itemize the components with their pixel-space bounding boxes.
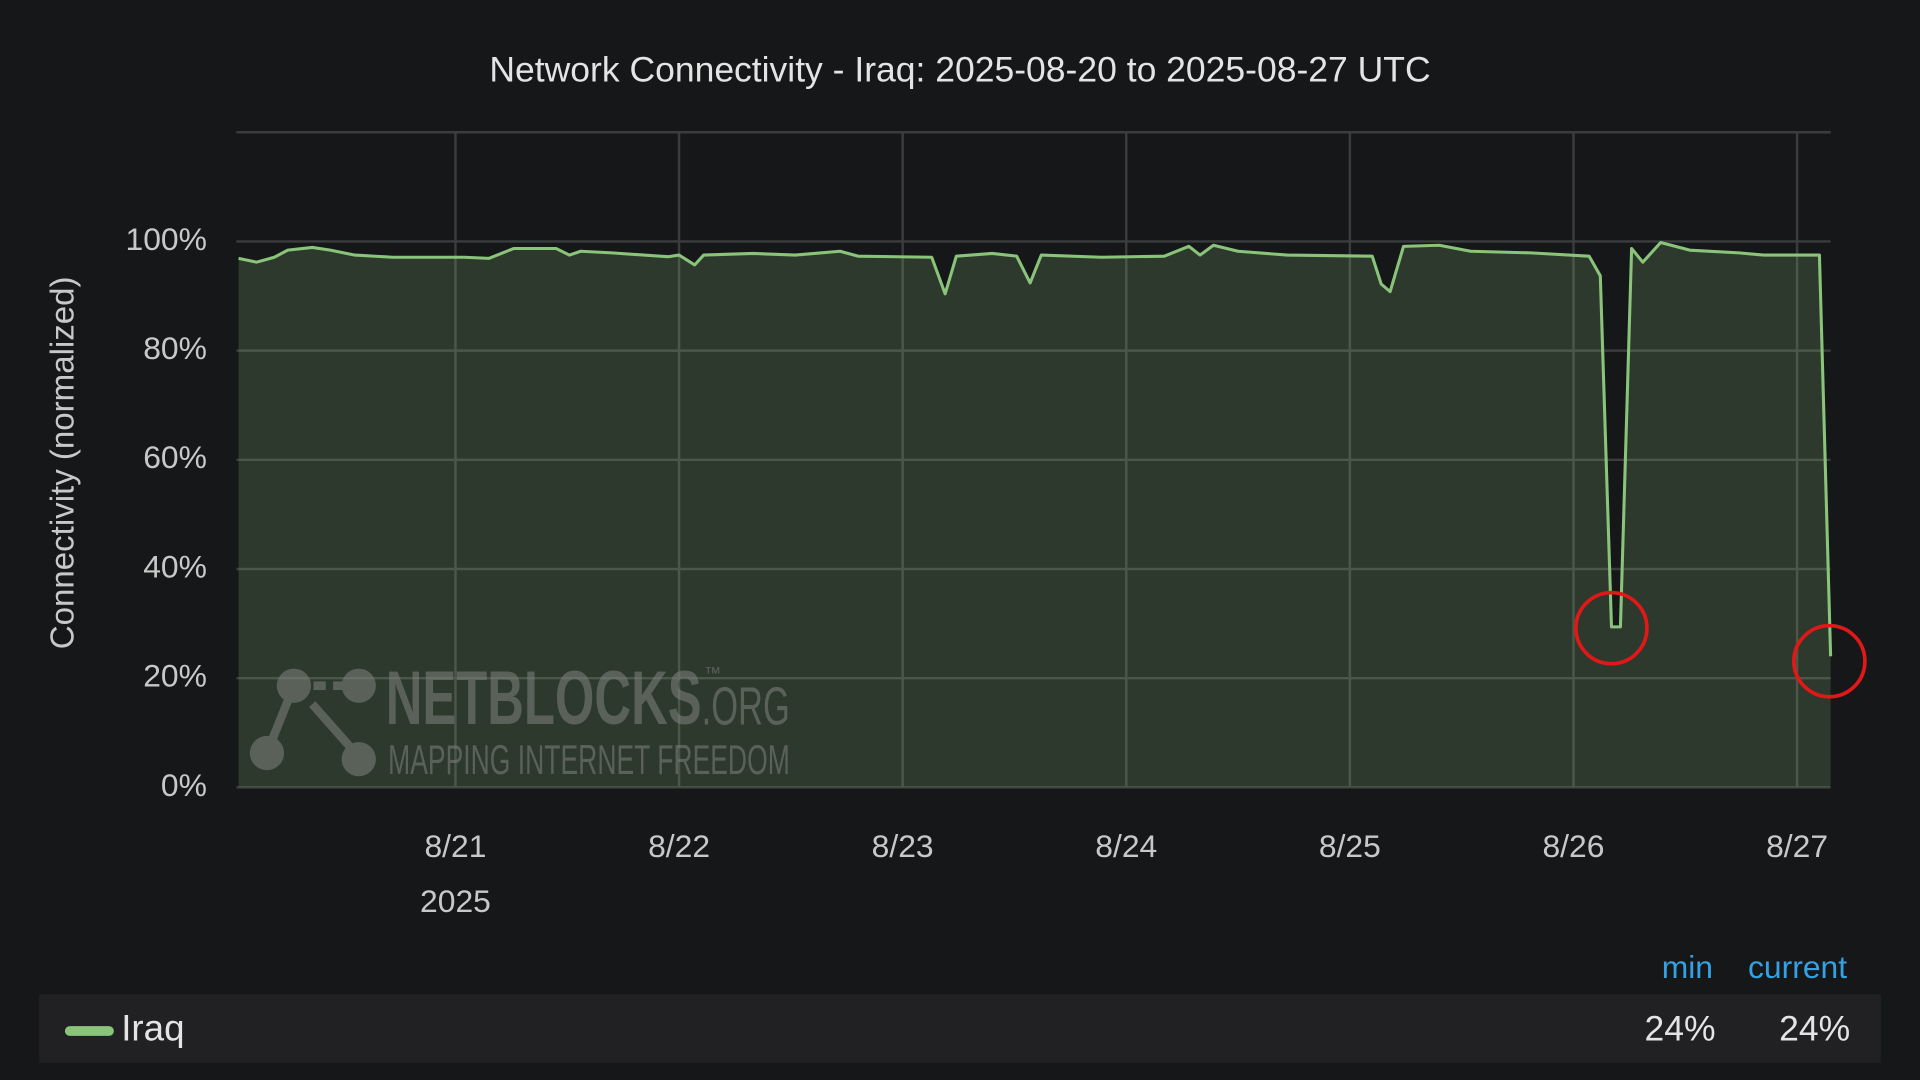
icon-node (249, 735, 285, 771)
legend: Iraq min 24% current 24% (64, 949, 1850, 1049)
y-tick-label: 40% (143, 548, 207, 584)
legend-row (39, 994, 1881, 1063)
chart-title: Network Connectivity - Iraq: 2025-08-20 … (489, 50, 1430, 90)
y-tick-label: 0% (161, 767, 207, 803)
legend-label: Iraq (121, 1008, 184, 1049)
y-tick-label: 60% (143, 439, 207, 475)
legend-stat-header: min (1662, 949, 1713, 985)
x-tick-label: 8/22 (648, 828, 710, 864)
icon-node (341, 742, 376, 777)
y-tick-label: 100% (126, 221, 207, 257)
legend-stat-value: 24% (1644, 1008, 1715, 1048)
y-tick-label: 20% (143, 658, 207, 694)
y-tick-label: 80% (143, 330, 207, 366)
x-tick-label: 8/24 (1095, 828, 1157, 864)
x-tick-label: 8/23 (872, 828, 934, 864)
plot-area: 0% 20% 40% 60% 80% 100% 8/21 8/22 8/23 8/24 8/25 8/… (126, 131, 1833, 919)
icon-node (276, 668, 312, 703)
highlight-circle (1792, 623, 1867, 699)
legend-stat-value: 24% (1779, 1008, 1850, 1048)
y-axis-label: Connectivity (normalized) (45, 276, 82, 649)
series-line (238, 240, 1833, 657)
x-year-label: 2025 (420, 883, 491, 919)
watermark-icon-nodes (249, 668, 376, 777)
legend-stat-header: current (1748, 949, 1847, 985)
watermark: NETBLOCKS ™ .ORG MAPPING INTERNET FREEDO… (249, 656, 790, 783)
highlight-circle (1574, 590, 1649, 666)
watermark-name: NETBLOCKS (386, 656, 702, 741)
x-tick-label: 8/26 (1542, 828, 1604, 864)
icon-node (341, 668, 376, 703)
watermark-mark: ™ (704, 663, 721, 683)
x-tick-label: 8/25 (1319, 828, 1381, 864)
watermark-suffix: .ORG (702, 676, 790, 736)
x-tick-label: 8/21 (424, 828, 486, 864)
x-tick-label: 8/27 (1766, 828, 1828, 864)
series-area (238, 242, 1831, 788)
watermark-tagline: MAPPING INTERNET FREEDOM (388, 736, 790, 783)
